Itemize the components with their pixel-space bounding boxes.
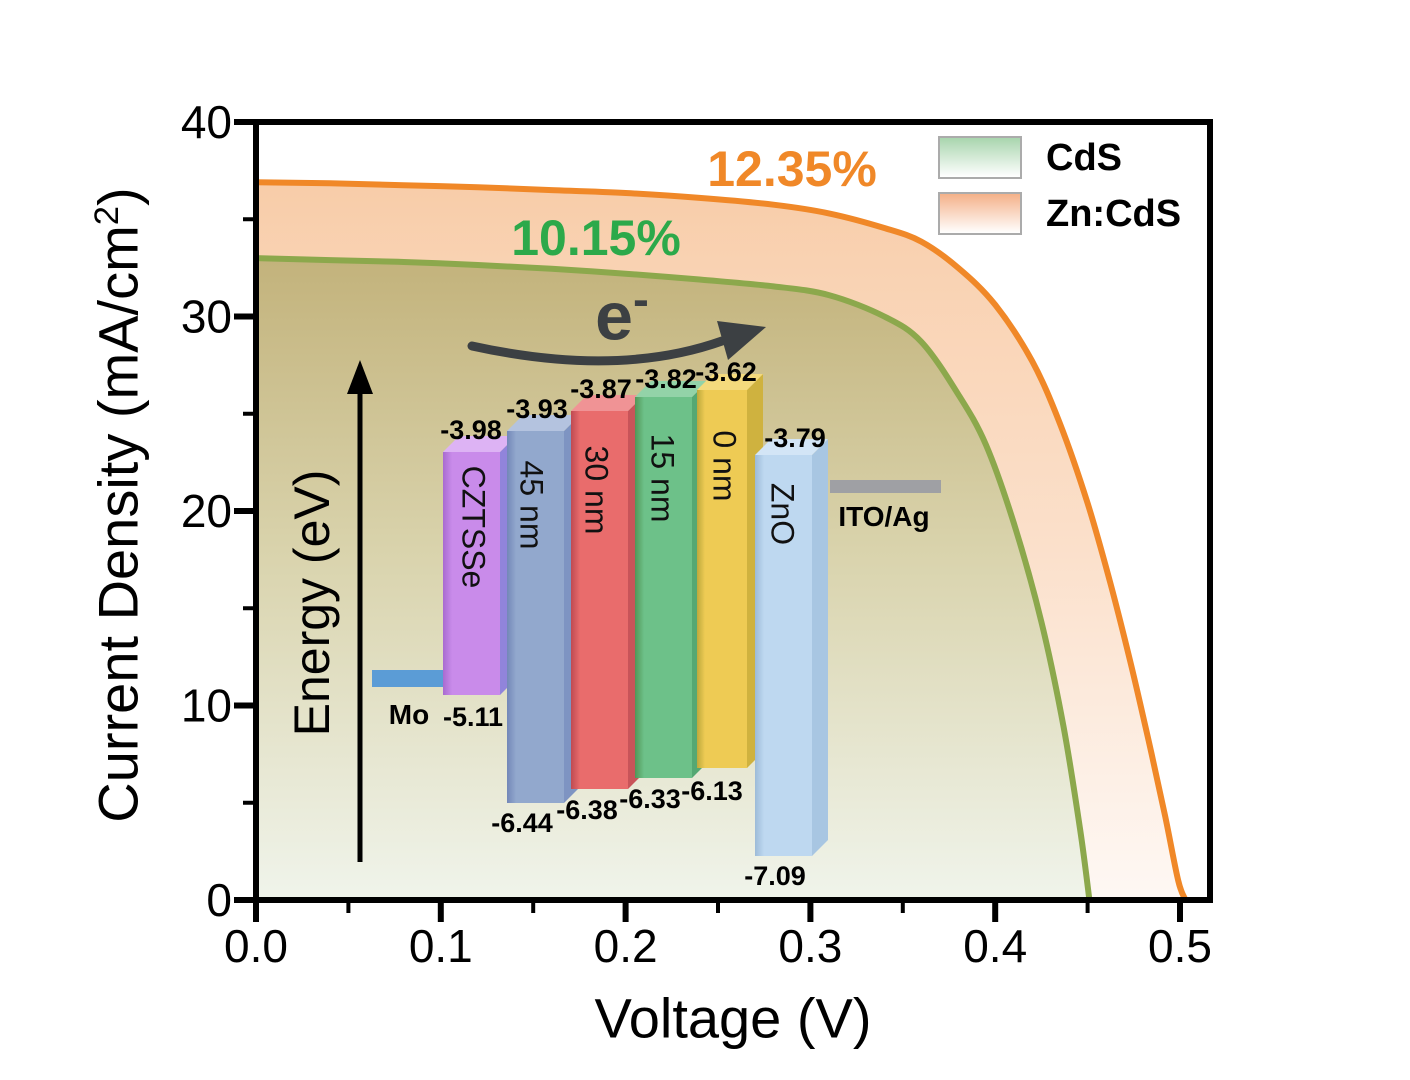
curve-zncds <box>253 179 1189 903</box>
bar-label-cds-15nm: 15 nm <box>645 434 681 523</box>
bar-side-zno <box>812 439 828 856</box>
valence-level-cztsse: -5.11 <box>443 702 503 732</box>
x-tick-label: 0.3 <box>778 920 842 972</box>
conduction-level-zno: -3.79 <box>764 423 826 453</box>
conduction-level-cds-15nm: -3.82 <box>635 364 697 394</box>
conduction-level-cds-45nm: -3.93 <box>506 394 568 424</box>
cds-legend-label: CdS <box>1046 136 1122 179</box>
bar-label-zno: ZnO <box>765 483 801 545</box>
x-tick-label: 0.0 <box>224 920 288 972</box>
y-tick-label: 10 <box>181 680 232 732</box>
electron-annotation: e- <box>595 273 649 356</box>
y-axis-title-close: ) <box>86 187 150 206</box>
zncds-legend-label: Zn:CdS <box>1046 192 1182 235</box>
conduction-level-cds-0nm: -3.62 <box>695 357 757 387</box>
conduction-level-cds-30nm: -3.87 <box>570 374 632 404</box>
bar-label-cds-45nm: 45 nm <box>514 461 550 550</box>
x-tick-label: 0.5 <box>1148 920 1212 972</box>
y-tick-label: 30 <box>181 291 232 343</box>
electron-arrowhead-icon <box>717 321 766 360</box>
bar-top-cds-45nm <box>507 415 580 431</box>
valence-level-cds-30nm: -6.38 <box>556 795 618 825</box>
axis-ticks <box>234 119 1183 922</box>
zncds-efficiency-label: 12.35% <box>707 141 877 197</box>
legend: CdS Zn:CdS <box>938 136 1181 248</box>
cds-legend-swatch <box>938 136 1022 179</box>
contact-bar-ito-ag <box>830 480 941 493</box>
conduction-level-cztsse: -3.98 <box>440 415 502 445</box>
bar-front-zno <box>755 455 812 856</box>
contact-label-ito-ag: ITO/Ag <box>838 501 929 532</box>
x-tick-label: 0.1 <box>409 920 473 972</box>
legend-item-cds: CdS <box>938 136 1181 179</box>
electron-symbol: e <box>595 278 633 355</box>
energy-axis-arrowhead-icon <box>347 360 373 394</box>
valence-level-zno: -7.09 <box>744 861 806 891</box>
y-axis-title-superscript: 2 <box>87 205 126 226</box>
valence-level-cds-0nm: -6.13 <box>681 776 743 806</box>
bar-front-cds-15nm <box>635 397 692 778</box>
contact-label-mo: Mo <box>389 699 429 730</box>
y-tick-label: 40 <box>181 96 232 148</box>
plot-frame <box>253 119 1213 903</box>
bar-top-cds-15nm <box>635 381 708 397</box>
x-axis-title: Voltage (V) <box>594 986 872 1050</box>
y-axis-title-text: Current Density (mA/cm <box>86 225 150 823</box>
bar-top-cztsse <box>443 436 516 452</box>
cds-efficiency-label: 10.15% <box>511 210 681 266</box>
electron-arrow-line <box>467 336 727 366</box>
electron-charge-superscript: - <box>632 273 649 327</box>
bar-front-cds-45nm <box>507 431 564 803</box>
axis-tick-labels: 0.0 0.1 0.2 0.3 0.4 0.5 0 10 20 30 40 <box>181 96 1212 972</box>
valence-level-cds-15nm: -6.33 <box>619 784 681 814</box>
y-tick-label: 20 <box>181 485 232 537</box>
bar-top-zno <box>755 439 828 455</box>
legend-item-zncds: Zn:CdS <box>938 192 1181 235</box>
zncds-legend-swatch <box>938 192 1022 235</box>
bar-front-cds-0nm <box>697 390 747 768</box>
energy-axis-title: Energy (eV) <box>284 469 340 737</box>
plot-border <box>253 119 1213 903</box>
bar-label-cds-0nm: 0 nm <box>707 430 743 501</box>
bar-top-cds-0nm <box>697 374 763 390</box>
valence-level-cds-45nm: -6.44 <box>491 808 553 838</box>
contact-bar-mo <box>372 670 443 687</box>
bar-label-cztsse: CZTSSe <box>456 466 492 589</box>
band-diagram-inset: Mo ITO/Ag -3.98 -5.11 CZTSSe -3.93 -6.44 45 nm -… <box>347 321 941 891</box>
y-tick-label: 0 <box>206 874 232 926</box>
x-tick-label: 0.2 <box>594 920 658 972</box>
bar-front-cds-30nm <box>571 411 628 789</box>
jv-curves <box>253 179 1189 903</box>
bar-top-cds-30nm <box>571 395 644 411</box>
bar-front-cztsse <box>443 452 500 695</box>
y-axis-title: Current Density (mA/cm2) <box>86 187 151 822</box>
bar-label-cds-30nm: 30 nm <box>579 446 615 535</box>
curve-cds <box>253 255 1093 903</box>
x-tick-label: 0.4 <box>963 920 1027 972</box>
